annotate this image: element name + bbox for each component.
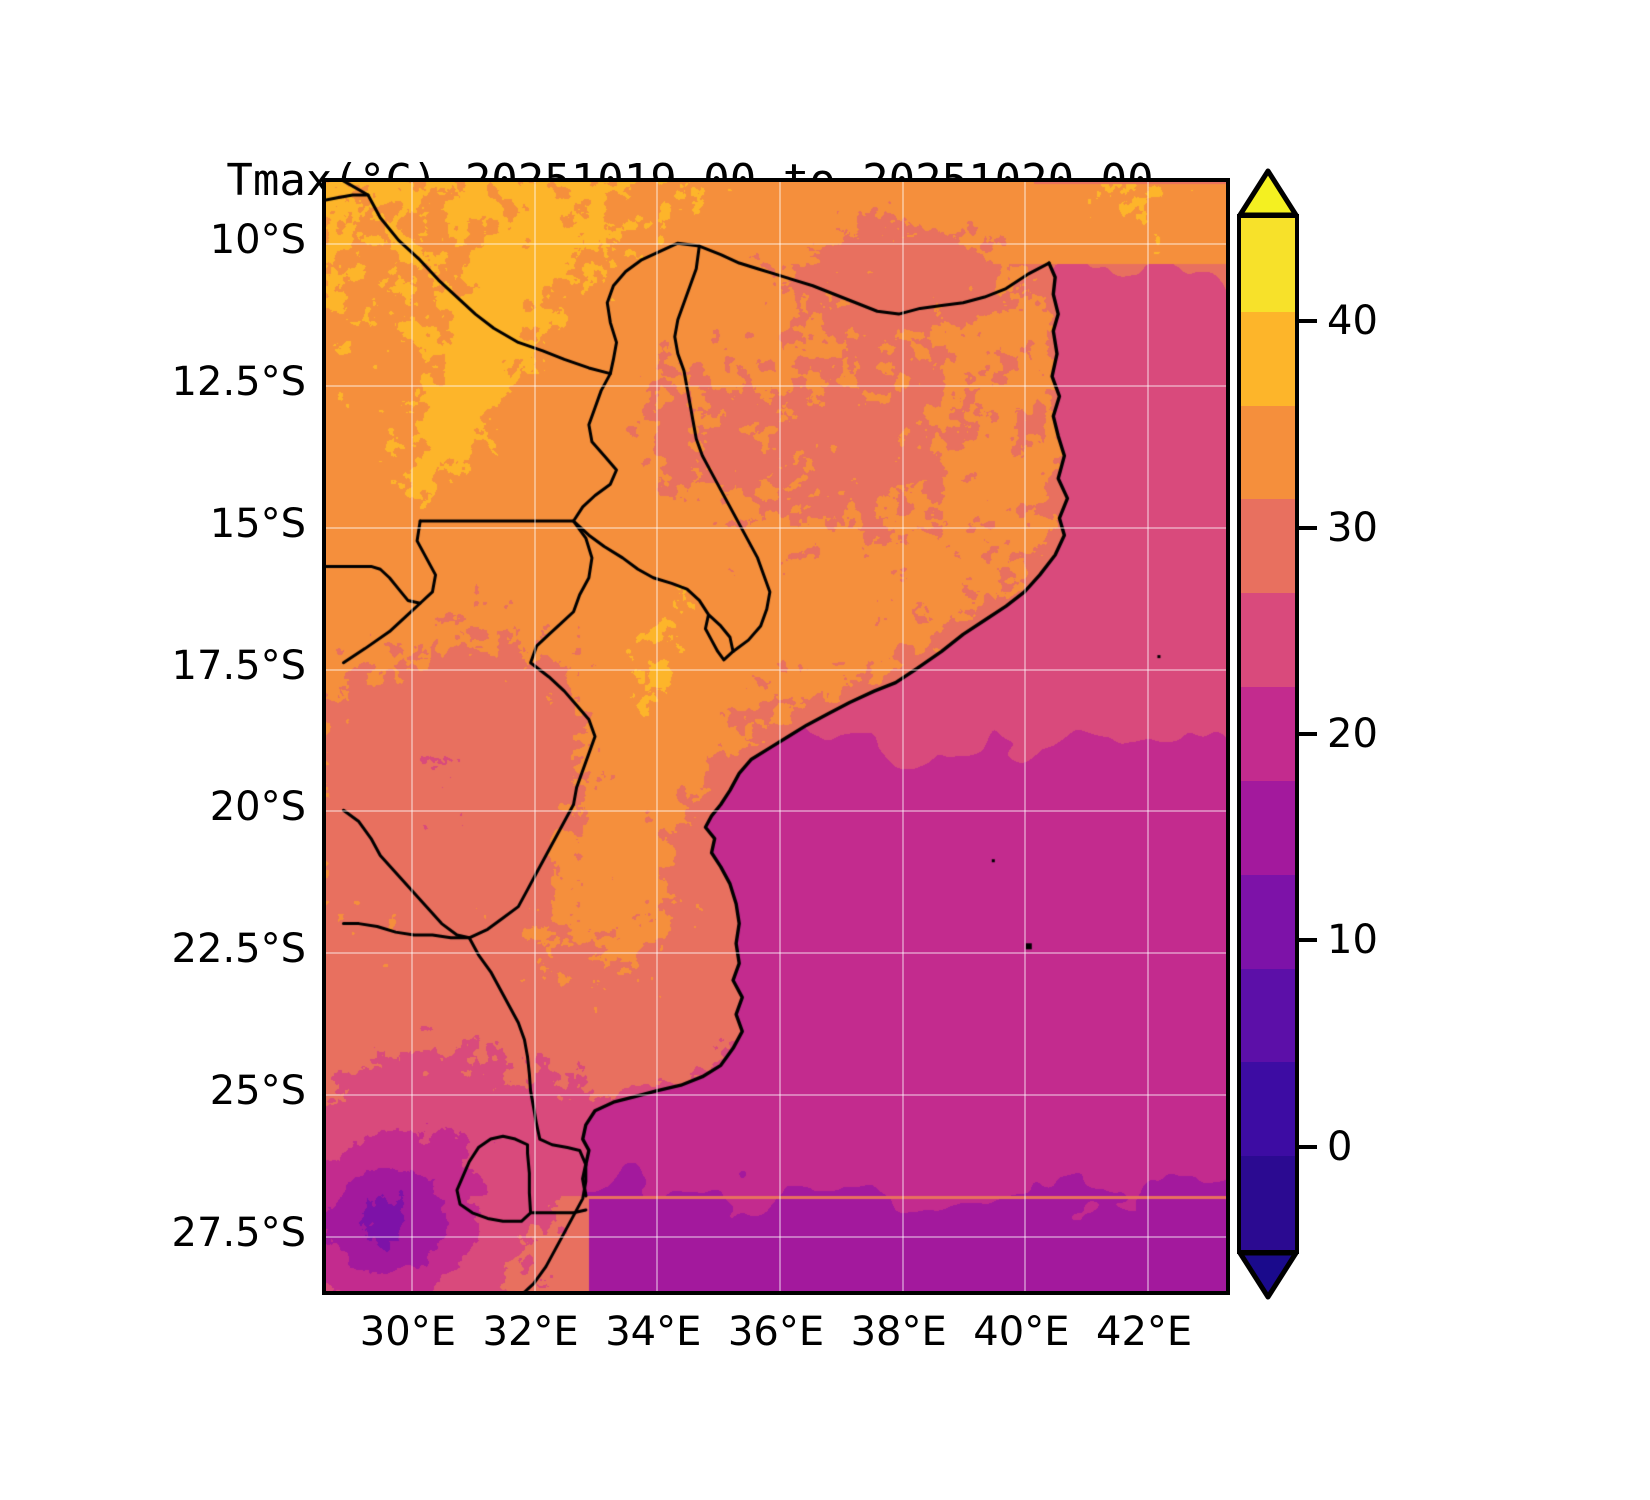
map-axes — [322, 178, 1230, 1295]
colorbar-tick-mark — [1299, 732, 1317, 736]
colorbar-tick-label: 0 — [1327, 1123, 1353, 1170]
y-axis-tick-label: 17.5°S — [171, 642, 306, 689]
y-axis-tick-label: 27.5°S — [171, 1209, 306, 1256]
y-axis-tick-label: 10°S — [209, 217, 306, 264]
x-axis-tick-label: 32°E — [482, 1309, 579, 1355]
x-axis-tick-label: 38°E — [850, 1309, 947, 1355]
colorbar-tick-label: 20 — [1327, 711, 1378, 757]
colorbar-band — [1241, 218, 1295, 312]
y-axis-tick-label: 12.5°S — [171, 359, 306, 406]
colorbar-tick-mark — [1299, 319, 1317, 324]
colorbar-band — [1241, 1156, 1295, 1250]
colorbar-bands — [1237, 214, 1299, 1254]
y-axis-tick-label: 22.5°S — [171, 926, 306, 973]
colorbar-tick-label: 40 — [1327, 298, 1378, 345]
colorbar-tick-mark — [1299, 938, 1317, 943]
colorbar-tick-label: 10 — [1327, 917, 1378, 964]
colorbar-band — [1241, 780, 1295, 875]
x-axis-tick-label: 36°E — [727, 1309, 825, 1355]
colorbar-over-arrow — [1237, 168, 1299, 218]
x-axis-tick-label: 40°E — [973, 1309, 1070, 1355]
colorbar-tick-mark — [1299, 1144, 1317, 1149]
colorbar-tick-mark — [1299, 525, 1317, 530]
colorbar-band — [1241, 874, 1295, 969]
colorbar-band — [1241, 1062, 1295, 1157]
colorbar-band — [1241, 593, 1295, 688]
temperature-heatmap — [326, 182, 1226, 1291]
y-axis-tick-label: 25°S — [209, 1067, 306, 1114]
colorbar-tick-label: 30 — [1327, 504, 1378, 551]
y-axis-tick-label: 20°S — [209, 784, 306, 831]
colorbar-band — [1241, 499, 1295, 594]
colorbar-under-arrow — [1237, 1250, 1299, 1300]
x-axis-tick-label: 42°E — [1096, 1309, 1193, 1355]
x-axis-tick-label: 30°E — [359, 1309, 456, 1355]
colorbar-band — [1241, 687, 1295, 781]
colorbar-band — [1241, 968, 1295, 1063]
colorbar-band — [1241, 311, 1295, 406]
x-axis-tick-label: 34°E — [605, 1309, 702, 1355]
colorbar: 40 30 20 10 0 — [1237, 168, 1378, 1300]
y-axis-tick-label: 15°S — [209, 500, 306, 547]
colorbar-band — [1241, 405, 1295, 500]
